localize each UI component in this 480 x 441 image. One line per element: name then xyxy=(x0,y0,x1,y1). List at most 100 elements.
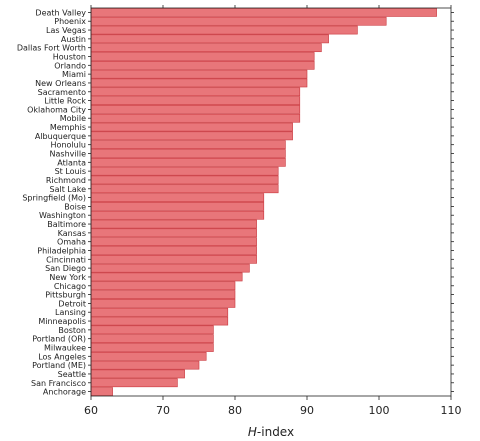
category-label: Portland (ME) xyxy=(32,361,86,370)
bar xyxy=(90,105,301,114)
bar xyxy=(90,149,286,158)
category-label: Kansas xyxy=(58,229,86,238)
bar xyxy=(90,69,308,79)
bar xyxy=(90,202,265,211)
bar xyxy=(90,299,236,308)
bar xyxy=(90,254,257,264)
bar xyxy=(90,8,437,17)
bar xyxy=(90,113,301,123)
category-label: New York xyxy=(49,273,86,282)
category-label: Springfield (Mo) xyxy=(22,194,86,203)
category-label: Baltimore xyxy=(47,220,86,229)
x-axis-ticks: 60 70 80 90 100 110 xyxy=(84,5,462,417)
bar xyxy=(90,166,279,176)
bar xyxy=(90,307,229,317)
category-label: Phoenix xyxy=(54,17,86,26)
x-tick-label: 80 xyxy=(228,404,242,417)
bar xyxy=(90,369,185,379)
bar xyxy=(90,25,358,35)
bar xyxy=(90,316,229,326)
x-tick-label: 110 xyxy=(441,404,462,417)
bar xyxy=(90,246,257,255)
category-label: Memphis xyxy=(50,123,86,132)
category-label: Philadelphia xyxy=(37,247,86,256)
x-tick-label: 100 xyxy=(369,404,390,417)
category-label: Washington xyxy=(39,211,86,220)
x-tick-label: 90 xyxy=(300,404,314,417)
bar xyxy=(90,290,236,299)
bar xyxy=(90,343,214,352)
bar xyxy=(90,360,200,370)
bar xyxy=(90,325,214,335)
category-label: Oklahoma City xyxy=(27,105,86,114)
category-label: Lansing xyxy=(55,308,86,317)
bar xyxy=(90,219,257,229)
category-label: Boston xyxy=(58,326,86,335)
category-label: Austin xyxy=(61,35,86,44)
category-label: Death Valley xyxy=(35,8,86,17)
bar xyxy=(90,263,250,273)
category-label: Little Rock xyxy=(44,97,86,106)
bar xyxy=(90,43,322,53)
category-label: Omaha xyxy=(57,238,86,247)
category-label: Los Angeles xyxy=(38,352,86,361)
bar xyxy=(90,16,387,26)
bar xyxy=(90,157,286,167)
category-label: Atlanta xyxy=(57,158,86,167)
bar xyxy=(90,387,113,396)
bar xyxy=(90,175,279,185)
bar xyxy=(90,281,236,291)
bar xyxy=(90,52,315,61)
bar xyxy=(90,60,315,70)
x-tick-label: 70 xyxy=(156,404,170,417)
bar xyxy=(90,34,329,44)
bar xyxy=(90,210,265,220)
x-tick-label: 60 xyxy=(84,404,98,417)
category-label: Salt Lake xyxy=(49,185,86,194)
bar xyxy=(90,96,301,105)
category-label: Honolulu xyxy=(51,141,86,150)
category-label: Orlando xyxy=(54,61,86,70)
x-axis-label: H-index xyxy=(248,425,294,439)
category-label: Boise xyxy=(64,202,86,211)
bar xyxy=(90,378,178,388)
bar xyxy=(90,237,257,247)
category-label: Las Vegas xyxy=(46,26,86,35)
bar xyxy=(90,131,293,141)
category-label: Milwaukee xyxy=(44,344,86,353)
category-label: Minneapolis xyxy=(38,317,86,326)
category-label: Houston xyxy=(53,53,86,62)
x-axis-label-rest: -index xyxy=(257,425,294,439)
category-label: Detroit xyxy=(58,299,86,308)
bar xyxy=(90,272,243,282)
plot-frame xyxy=(90,7,452,397)
category-label: Albuquerque xyxy=(35,132,86,141)
bar xyxy=(90,193,265,202)
category-label: Seattle xyxy=(58,370,86,379)
x-axis-label-italic: H xyxy=(248,425,257,439)
category-label: Chicago xyxy=(54,282,86,291)
category-label: St Louis xyxy=(55,167,86,176)
bar xyxy=(90,140,286,150)
bar xyxy=(90,184,279,194)
category-label: Anchorage xyxy=(43,388,86,397)
bar xyxy=(90,122,293,132)
bar xyxy=(90,334,214,344)
category-label: Miami xyxy=(62,70,86,79)
category-label: Richmond xyxy=(46,176,86,185)
bar-group xyxy=(90,8,437,396)
bar xyxy=(90,87,301,97)
category-label: Portland (OR) xyxy=(32,335,86,344)
category-label: Cincinnati xyxy=(46,255,86,264)
category-label: San Diego xyxy=(45,264,86,273)
category-label: Sacramento xyxy=(38,88,86,97)
category-label: Mobile xyxy=(60,114,86,123)
category-label: Nashville xyxy=(50,150,87,159)
bar xyxy=(90,228,257,238)
category-label: Pittsburgh xyxy=(45,291,86,300)
category-label: San Francisco xyxy=(31,379,86,388)
category-label: New Orleans xyxy=(35,79,86,88)
bar xyxy=(90,78,308,88)
